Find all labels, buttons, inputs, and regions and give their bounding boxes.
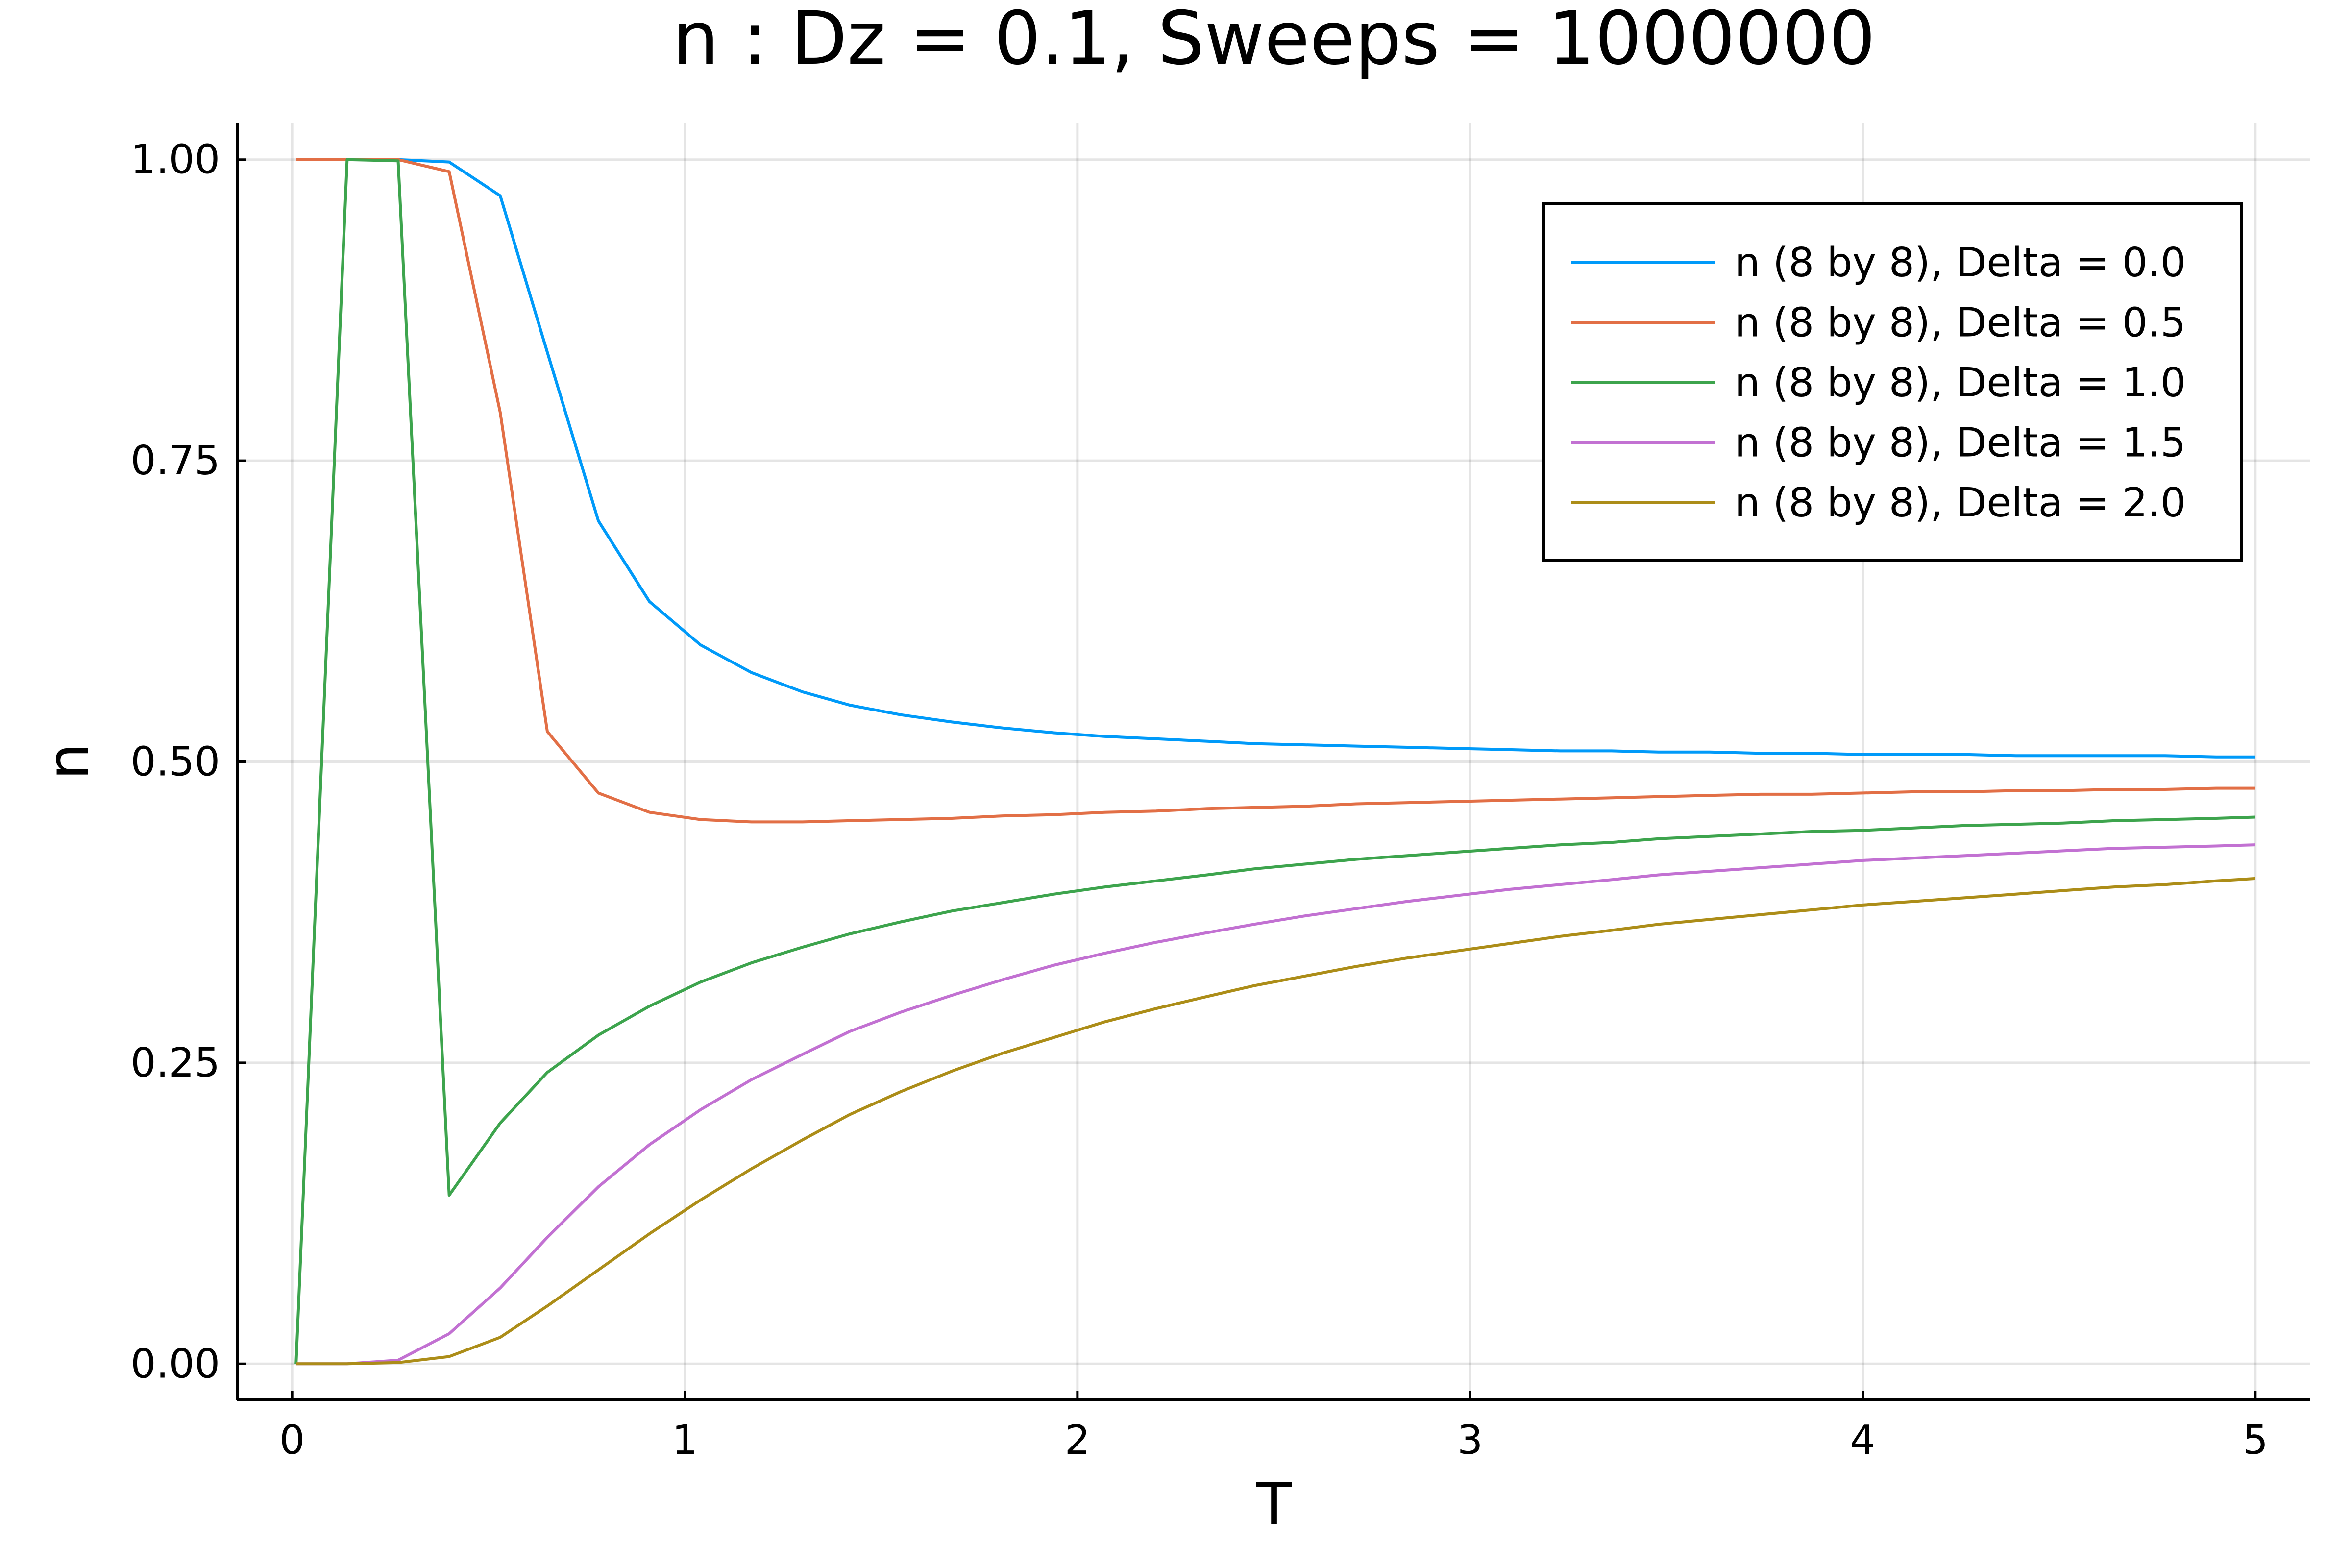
x-tick-label: 2 [1065, 1417, 1090, 1464]
legend-label-2: n (8 by 8), Delta = 0.5 [1735, 300, 2186, 346]
series-line-5 [296, 877, 2255, 1366]
x-tick-label: 4 [1850, 1417, 1875, 1464]
y-tick-label: 0.00 [130, 1341, 220, 1387]
chart-title: n : Dz = 0.1, Sweeps = 1000000 [672, 0, 1875, 81]
y-tick-label: 0.50 [130, 739, 220, 785]
legend-label-5: n (8 by 8), Delta = 2.0 [1735, 480, 2186, 526]
series-line-4 [296, 843, 2255, 1366]
legend: n (8 by 8), Delta = 0.0 n (8 by 8), Delta… [1542, 202, 2243, 562]
x-tick-label: 5 [2243, 1417, 2268, 1464]
x-axis-label: T [1256, 1470, 1292, 1538]
x-tick-label: 0 [279, 1417, 305, 1464]
legend-label-4: n (8 by 8), Delta = 1.5 [1735, 420, 2186, 466]
y-tick-label: 0.25 [130, 1040, 220, 1086]
series-line-1 [296, 158, 2255, 759]
y-tick-label: 1.00 [130, 137, 220, 183]
y-axis-label: n [34, 743, 102, 780]
x-ticks: 0 1 2 3 4 5 [279, 1391, 2268, 1464]
series-line-2 [296, 158, 2255, 824]
series-line-3 [294, 158, 2255, 1364]
legend-label-3: n (8 by 8), Delta = 1.0 [1735, 360, 2186, 406]
series-lines [294, 158, 2255, 1366]
x-tick-label: 1 [672, 1417, 697, 1464]
x-tick-label: 3 [1457, 1417, 1483, 1464]
y-ticks: 0.00 0.25 0.50 0.75 1.00 [130, 137, 246, 1387]
legend-label-1: n (8 by 8), Delta = 0.0 [1735, 240, 2186, 286]
y-tick-label: 0.75 [130, 438, 220, 484]
